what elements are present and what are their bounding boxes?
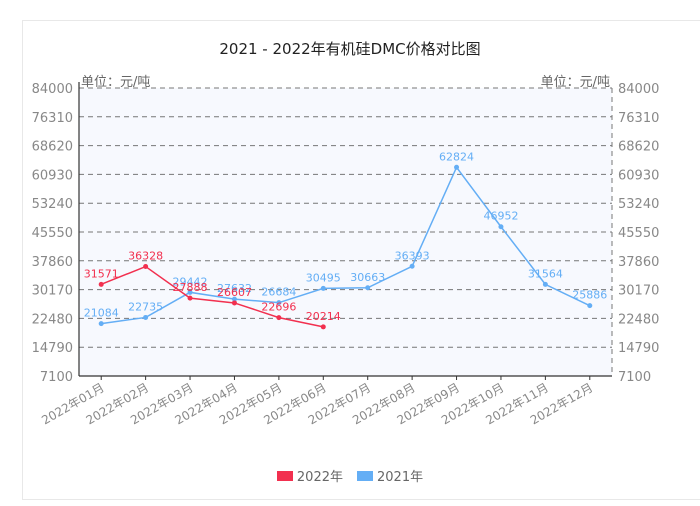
- data-point: [276, 315, 282, 321]
- data-point: [320, 324, 326, 330]
- data-point: [143, 314, 149, 320]
- y-tick-right: 30170: [618, 284, 659, 299]
- data-label: 21084: [84, 307, 119, 320]
- data-point: [454, 164, 460, 170]
- unit-label-left: 单位：元/吨: [81, 75, 150, 90]
- data-point: [320, 285, 326, 291]
- data-point: [187, 295, 193, 301]
- y-tick-left: 60930: [32, 168, 73, 183]
- y-tick-left: 30170: [32, 284, 73, 299]
- y-tick-left: 53240: [32, 197, 73, 212]
- y-tick-right: 22480: [618, 312, 659, 327]
- legend-swatch-2022: [276, 470, 293, 481]
- y-tick-right: 76310: [618, 111, 659, 126]
- data-point: [587, 303, 593, 309]
- y-tick-right: 60930: [618, 168, 659, 183]
- data-point: [231, 300, 237, 306]
- y-tick-left: 45550: [32, 226, 73, 241]
- data-point: [231, 296, 237, 302]
- data-label: 26607: [217, 286, 252, 299]
- data-label: 25886: [572, 289, 607, 302]
- data-label: 46952: [483, 210, 518, 223]
- unit-label-right: 单位：元/吨: [541, 75, 610, 90]
- y-tick-right: 45550: [618, 226, 659, 241]
- y-tick-left: 84000: [32, 82, 73, 97]
- data-label: 31564: [528, 267, 563, 280]
- y-tick-left: 37860: [32, 255, 73, 270]
- data-label: 27632: [217, 282, 252, 295]
- data-point: [98, 281, 104, 287]
- y-tick-right: 84000: [618, 82, 659, 97]
- data-point: [365, 285, 371, 291]
- data-label: 30495: [306, 271, 341, 284]
- legend-swatch-2021: [357, 470, 373, 481]
- data-label: 62824: [439, 150, 474, 163]
- data-label: 20214: [306, 310, 341, 323]
- legend-label-2022: 2022年: [296, 470, 343, 485]
- data-label: 31571: [84, 267, 119, 280]
- data-label: 26684: [261, 286, 296, 299]
- legend-label-2021: 2021年: [377, 470, 424, 485]
- data-point: [409, 263, 415, 269]
- y-tick-left: 76310: [32, 111, 73, 126]
- data-label: 30663: [350, 271, 385, 284]
- y-tick-right: 7100: [618, 370, 651, 385]
- data-label: 22735: [128, 300, 163, 313]
- series-line-2022年: [100, 265, 324, 328]
- legend: 2022年 2021年: [0, 466, 700, 485]
- data-label: 27888: [173, 281, 208, 294]
- y-tick-right: 14790: [618, 341, 659, 356]
- data-point: [187, 289, 193, 295]
- data-label: 22696: [261, 301, 296, 314]
- y-tick-left: 7100: [40, 370, 73, 385]
- data-label: 29442: [173, 275, 208, 288]
- data-label: 36393: [395, 249, 430, 262]
- chart-frame: [22, 20, 700, 500]
- data-point: [498, 224, 504, 230]
- legend-item-2021[interactable]: 2021年: [357, 466, 423, 485]
- y-tick-right: 68620: [618, 140, 659, 155]
- series-line-2021年: [101, 165, 591, 325]
- y-tick-left: 14790: [32, 341, 73, 356]
- chart-title: 2021 - 2022年有机硅DMC价格对比图: [219, 40, 481, 58]
- data-label: 36328: [128, 250, 163, 263]
- data-point: [98, 321, 104, 327]
- y-tick-right: 37860: [618, 255, 659, 270]
- data-point: [542, 281, 548, 287]
- legend-item-2022[interactable]: 2022年: [276, 466, 343, 485]
- data-point: [276, 300, 282, 306]
- y-tick-left: 22480: [32, 312, 73, 327]
- y-tick-left: 68620: [32, 140, 73, 155]
- data-point: [143, 264, 149, 270]
- y-tick-right: 53240: [618, 197, 659, 212]
